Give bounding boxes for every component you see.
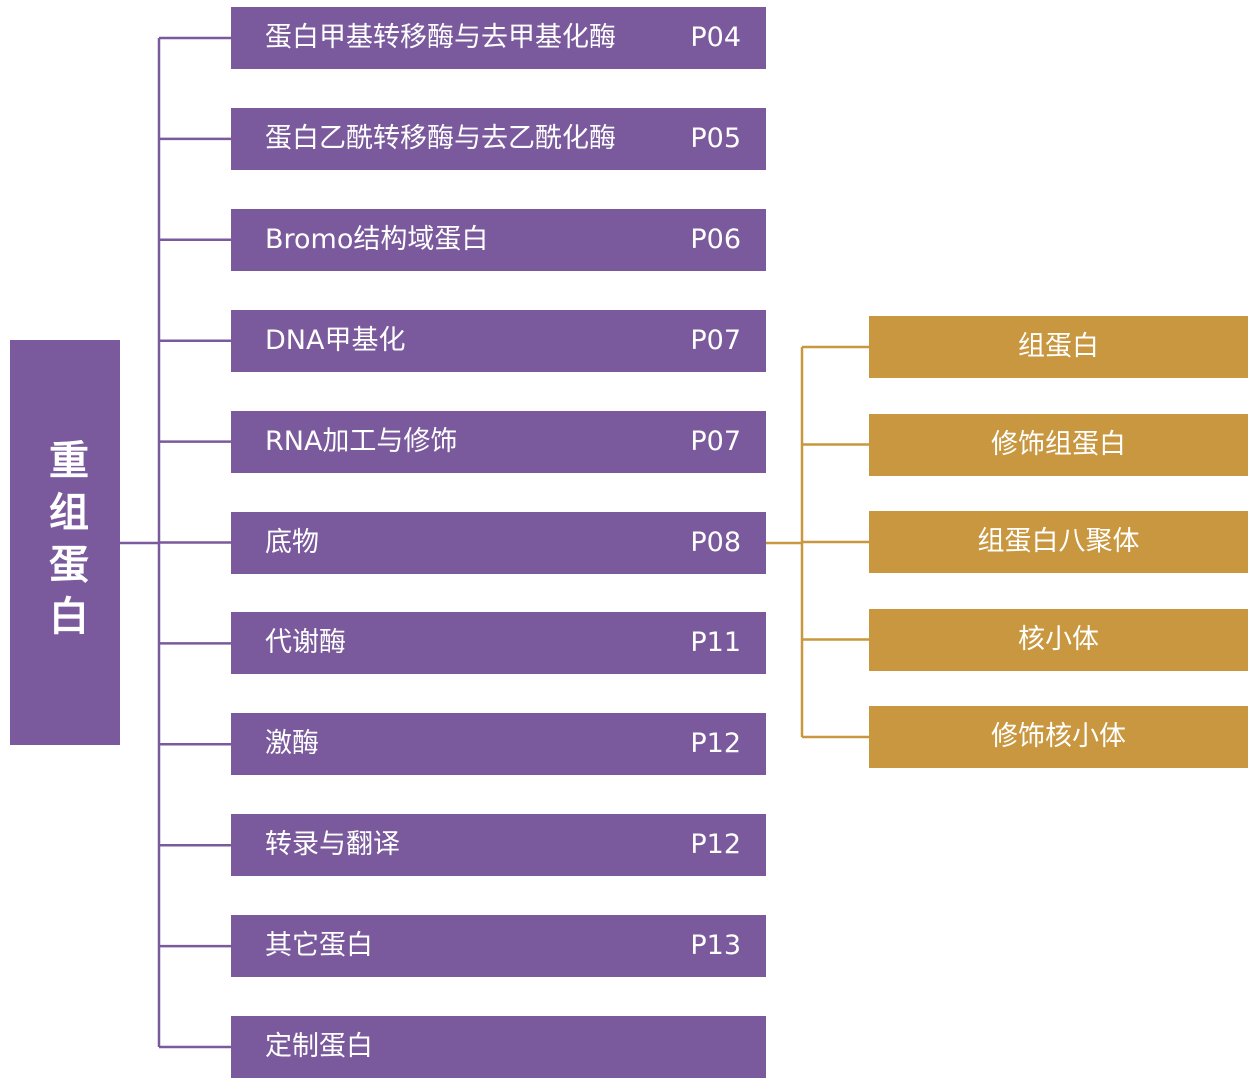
subitem-box: 修饰核小体 (869, 706, 1248, 768)
item-box: 蛋白乙酰转移酶与去乙酰化酶 P05 (231, 107, 766, 170)
item-label: 转录与翻译 (265, 829, 400, 861)
item-label: 其它蛋白 (265, 930, 373, 962)
item-box: 定制蛋白 (231, 1016, 766, 1078)
subitem-box: 组蛋白八聚体 (869, 511, 1248, 573)
item-page: P04 (690, 22, 741, 53)
item-page: P12 (690, 728, 741, 760)
item-label: 蛋白乙酰转移酶与去乙酰化酶 (265, 122, 616, 154)
item-page: P12 (690, 829, 741, 861)
subitem-box: 修饰组蛋白 (869, 413, 1248, 476)
item-label: Bromo结构域蛋白 (265, 223, 489, 255)
subitem-box: 核小体 (869, 608, 1248, 671)
root-box: 重组蛋白 (10, 340, 120, 745)
item-label: 代谢酶 (265, 627, 346, 659)
item-page: P05 (690, 122, 741, 154)
item-box: RNA加工与修饰 P07 (231, 410, 766, 473)
item-label: 定制蛋白 (265, 1031, 373, 1062)
item-page: P07 (690, 425, 741, 457)
item-label: 蛋白甲基转移酶与去甲基化酶 (265, 22, 616, 53)
item-box: Bromo结构域蛋白 P06 (231, 208, 766, 271)
item-box: 激酶 P12 (231, 713, 766, 776)
item-page: P06 (690, 223, 741, 255)
item-page: P07 (690, 324, 741, 356)
item-page: P08 (690, 526, 741, 558)
item-label: RNA加工与修饰 (265, 425, 458, 457)
subitem-box: 组蛋白 (869, 316, 1248, 378)
item-label: 激酶 (265, 728, 319, 760)
item-label: DNA甲基化 (265, 324, 406, 356)
item-label: 底物 (265, 526, 319, 558)
item-page: P11 (690, 627, 741, 659)
item-box: 代谢酶 P11 (231, 612, 766, 675)
item-box: DNA甲基化 P07 (231, 309, 766, 372)
item-box: 底物 P08 (231, 511, 766, 574)
item-box: 其它蛋白 P13 (231, 915, 766, 978)
root-label: 重组蛋白 (42, 438, 88, 647)
item-box: 转录与翻译 P12 (231, 814, 766, 877)
item-box: 蛋白甲基转移酶与去甲基化酶 P04 (231, 7, 766, 69)
item-page: P13 (690, 930, 741, 962)
